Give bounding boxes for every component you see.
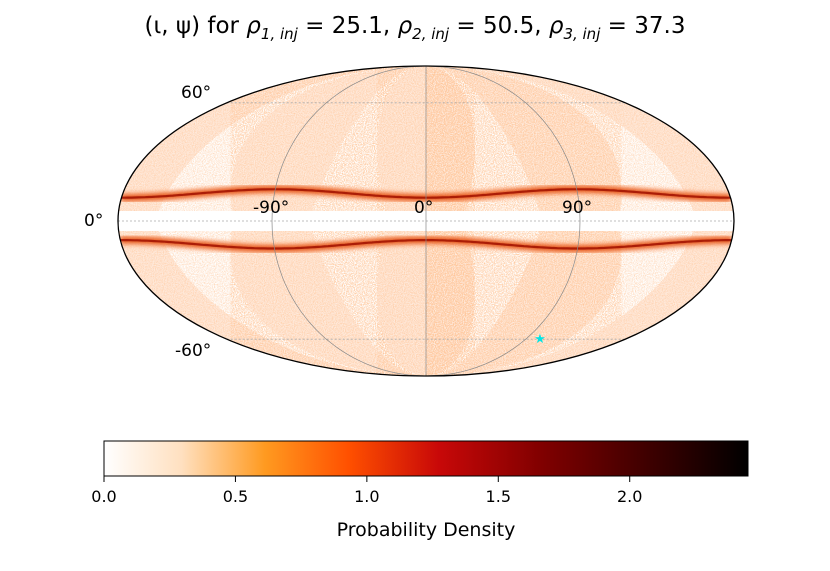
lon-label-0: 0° [414, 198, 433, 218]
lon-label-neg90: -90° [253, 198, 289, 218]
colorbar: 0.0 0.5 1.0 1.5 2.0 Probability Density [91, 440, 749, 541]
lat-label-0: 0° [84, 211, 103, 231]
density-lobe-speckle [118, 66, 426, 376]
lon-label-90: 90° [562, 198, 592, 218]
chart-title: (ι, ψ) for ρ1, inj = 25.1, ρ2, inj = 50.… [145, 13, 686, 43]
colorbar-tick-label: 0.0 [91, 487, 116, 506]
colorbar-tick-label: 1.0 [354, 487, 379, 506]
colorbar-tick-label: 1.5 [486, 487, 511, 506]
density-lobe-speckle [230, 66, 426, 376]
colorbar-gradient [103, 440, 749, 477]
meridian-line [271, 66, 427, 376]
colorbar-tick-label: 0.5 [223, 487, 248, 506]
lat-label-neg60: -60° [175, 341, 211, 361]
injection-star-icon: ★ [534, 332, 546, 347]
lat-label-60: 60° [181, 83, 211, 103]
meridian-line [425, 66, 581, 376]
meridians [271, 66, 581, 376]
mollweide-map [118, 66, 734, 376]
density-lobe-speckle [426, 66, 734, 376]
colorbar-tick-label: 2.0 [617, 487, 642, 506]
colorbar-label: Probability Density [337, 519, 516, 541]
map-frame [117, 65, 735, 377]
density-lobe-speckle [426, 66, 622, 376]
